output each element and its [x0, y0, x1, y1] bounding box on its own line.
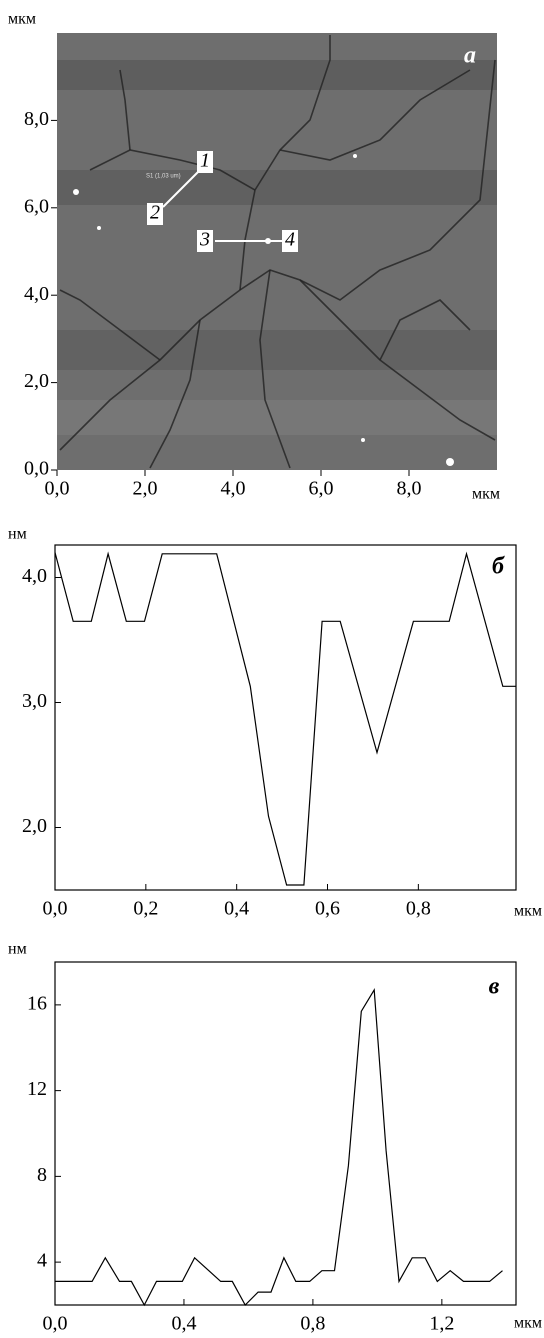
- y-tick-label: 12: [27, 1078, 47, 1100]
- annotation: 2: [150, 202, 160, 224]
- y-tick-label: 4,0: [22, 565, 47, 587]
- x-tick-label: 2,0: [133, 478, 158, 500]
- y-tick-label: 2,0: [24, 370, 49, 392]
- y-tick-label: 4,0: [24, 283, 49, 305]
- annotation: 1: [200, 150, 210, 172]
- x-tick-label: 0,8: [300, 1313, 325, 1333]
- panel-label: а: [464, 43, 476, 69]
- annotation-box: [197, 230, 213, 252]
- x-tick-label: 0,4: [224, 898, 249, 920]
- y-tick-label: 6,0: [24, 195, 49, 217]
- x-tick-label: 0,0: [45, 478, 70, 500]
- x-tick-label: 0,0: [43, 898, 68, 920]
- x-tick-label: 4,0: [221, 478, 246, 500]
- annotation-box: [282, 230, 298, 252]
- panel-label: б: [492, 554, 505, 580]
- y-tick-label: 8: [37, 1164, 47, 1186]
- y-tick-label: 2,0: [22, 815, 47, 837]
- annotation-box: [147, 203, 163, 225]
- x-tick-label: 6,0: [309, 478, 334, 500]
- x-unit: мкм: [472, 486, 500, 503]
- y-tick-label: 8,0: [24, 108, 49, 130]
- annotation: 4: [285, 229, 295, 251]
- x-tick-label: 0,2: [133, 898, 158, 920]
- x-unit: мкм: [514, 1315, 542, 1332]
- y-tick-label: 0,0: [24, 458, 49, 480]
- x-tick-label: 0,4: [171, 1313, 196, 1333]
- y-tick-label: 16: [27, 992, 47, 1014]
- x-tick-label: 0,6: [315, 898, 340, 920]
- x-tick-label: 0,8: [406, 898, 431, 920]
- annotation: S1 (1,03 um): [146, 174, 181, 180]
- y-unit: нм: [8, 941, 27, 958]
- profile-line: [54, 551, 516, 886]
- profile-line: [55, 987, 503, 1307]
- x-tick-label: 8,0: [397, 478, 422, 500]
- y-tick-label: 4: [37, 1250, 47, 1272]
- x-tick-label: 1,2: [429, 1313, 454, 1333]
- x-tick-label: 0,0: [43, 1313, 68, 1333]
- annotation: 3: [199, 229, 210, 251]
- y-unit: нм: [8, 526, 27, 543]
- annotation-box: [197, 151, 213, 173]
- y-unit: мкм: [8, 11, 36, 28]
- plot-frame: [54, 961, 517, 1306]
- afm-image: [57, 33, 497, 470]
- y-tick-label: 3,0: [22, 690, 47, 712]
- plot-frame: [54, 544, 517, 891]
- x-unit: мкм: [514, 903, 542, 920]
- panel-label: в: [489, 974, 500, 1000]
